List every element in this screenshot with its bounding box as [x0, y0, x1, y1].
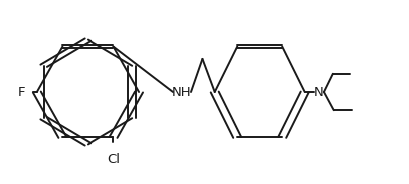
Text: N: N: [314, 86, 324, 98]
Text: F: F: [18, 86, 25, 98]
Text: Cl: Cl: [107, 153, 120, 166]
Text: NH: NH: [172, 86, 192, 98]
